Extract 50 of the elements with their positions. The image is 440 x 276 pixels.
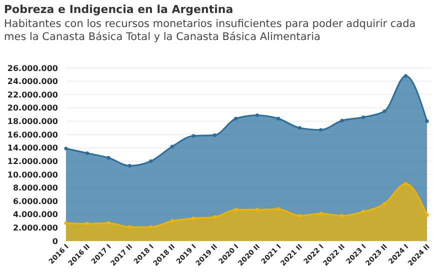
point	[298, 214, 302, 218]
point	[106, 221, 110, 225]
point	[234, 208, 238, 212]
point	[340, 118, 344, 122]
point	[404, 182, 408, 186]
point	[212, 133, 216, 138]
point	[340, 214, 344, 218]
point	[404, 74, 408, 78]
point	[276, 116, 280, 120]
point	[128, 164, 132, 168]
y-tick-label: 20.000.000	[7, 104, 58, 113]
point	[170, 144, 174, 148]
y-tick-label: 14.000.000	[7, 144, 58, 153]
point	[149, 225, 153, 229]
y-tick-label: 22.000.000	[7, 90, 58, 100]
point	[149, 159, 153, 163]
y-tick-label: 24.000.000	[7, 77, 58, 86]
point	[64, 146, 68, 150]
point	[192, 134, 196, 138]
point	[425, 119, 429, 124]
y-tick-label: 4.000.000	[12, 210, 58, 220]
y-tick-label: 8.000.000	[12, 184, 58, 193]
point	[382, 109, 386, 114]
point	[255, 208, 259, 212]
point	[85, 222, 90, 226]
point	[361, 210, 366, 214]
point	[234, 116, 238, 120]
y-tick-label: 18.000.000	[7, 117, 58, 126]
y-tick-label: 2.000.000	[12, 223, 58, 232]
y-tick-label: 0	[52, 236, 58, 246]
point	[212, 215, 216, 219]
point	[276, 207, 280, 211]
point	[128, 225, 132, 229]
point	[64, 221, 68, 225]
y-tick-label: 12.000.000	[7, 156, 58, 166]
point	[382, 202, 386, 206]
y-tick-label: 16.000.000	[7, 130, 58, 140]
chart-title: Pobreza e Indigencia en la Argentina	[4, 3, 234, 16]
y-tick-label: 6.000.000	[12, 196, 58, 206]
point	[85, 151, 90, 155]
y-tick-label: 10.000.000	[7, 170, 58, 180]
point	[361, 115, 366, 120]
chart-subtitle: Habitantes con los recursos monetarios insuficientes para poder adquirir cada mes la Canasta Básica Total y la Canasta Básica Alimentaria	[4, 18, 416, 43]
point	[319, 128, 323, 132]
point	[425, 213, 429, 217]
point	[298, 126, 302, 130]
point	[170, 219, 174, 223]
point	[192, 216, 196, 220]
point	[106, 156, 110, 160]
y-tick-label: 26.000.000	[7, 64, 58, 73]
